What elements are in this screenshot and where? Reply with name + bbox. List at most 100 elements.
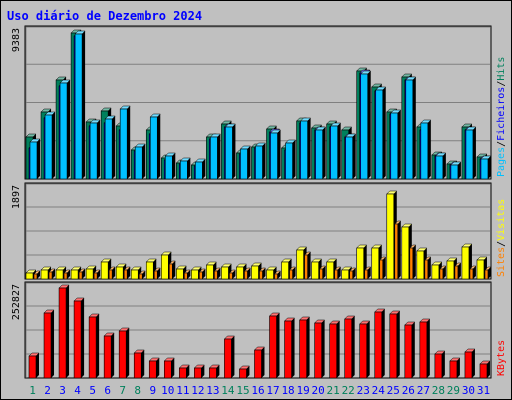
- x-tick-label: 12: [191, 384, 204, 397]
- bar-sites-day-28: [439, 265, 447, 280]
- x-tick-label: 21: [327, 384, 340, 397]
- bar-pages-day-20: [315, 126, 327, 180]
- bar-pages-day-21: [330, 122, 342, 180]
- bar-kbytes-day-2: [43, 309, 55, 379]
- bar-pages-day-22: [345, 133, 357, 180]
- x-tick-label: 15: [236, 384, 249, 397]
- bar-sites-day-1: [33, 270, 41, 280]
- bar-kbytes-day-18: [283, 317, 296, 379]
- bar-sites-day-26: [409, 244, 417, 280]
- bar-sites-day-10: [168, 260, 176, 280]
- x-tick-label: 20: [312, 384, 325, 397]
- bar-sites-day-7: [123, 266, 131, 280]
- chart-panels: 9383Pages/Ficheiros/Hits1897Sites/Visita…: [11, 25, 507, 379]
- bar-sites-day-6: [108, 266, 116, 280]
- bar-kbytes-day-31: [479, 360, 491, 379]
- bar-kbytes-day-7: [118, 327, 130, 379]
- panel-legend: KBytes: [496, 340, 507, 376]
- bar-pages-day-19: [299, 117, 312, 180]
- bar-kbytes-day-3: [58, 284, 70, 379]
- x-tick-label: 13: [206, 384, 219, 397]
- bar-pages-day-3: [59, 79, 71, 180]
- bar-sites-day-24: [379, 256, 387, 280]
- bar-kbytes-day-20: [314, 319, 326, 379]
- legend-separator: /: [496, 141, 507, 147]
- bar-pages-day-23: [360, 70, 372, 180]
- bar-pages-day-24: [375, 86, 387, 180]
- bar-kbytes-day-24: [374, 308, 386, 379]
- x-tick-label: 18: [281, 384, 294, 397]
- y-max-label: 9383: [11, 28, 22, 52]
- x-tick-label: 26: [402, 384, 415, 397]
- bar-kbytes-day-16: [253, 346, 266, 379]
- bar-sites-day-16: [258, 267, 267, 280]
- panel-2: 1897 Sites/Visitas: [11, 182, 507, 280]
- x-tick-label: 19: [296, 384, 309, 397]
- bar-kbytes-day-22: [344, 315, 356, 379]
- bar-pages-day-16: [254, 142, 267, 180]
- x-tick-label: 7: [119, 384, 126, 397]
- bar-pages-day-28: [435, 152, 447, 180]
- bar-sites-day-25: [394, 220, 402, 280]
- x-tick-label: 3: [59, 384, 66, 397]
- x-tick-label: 5: [89, 384, 96, 397]
- y-max-label: 1897: [11, 185, 22, 209]
- bar-kbytes-day-5: [88, 313, 100, 379]
- bar-kbytes-day-8: [133, 349, 145, 379]
- bar-kbytes-day-27: [419, 318, 431, 379]
- bar-kbytes-day-13: [208, 364, 220, 379]
- bar-sites-day-12: [198, 268, 206, 280]
- bar-sites-day-22: [349, 267, 357, 280]
- bar-sites-day-20: [319, 265, 327, 280]
- x-tick-label: 17: [266, 384, 279, 397]
- bar-sites-day-15: [243, 267, 252, 280]
- bar-pages-day-18: [284, 139, 297, 180]
- bar-kbytes-day-14: [223, 335, 236, 379]
- bar-kbytes-day-29: [449, 357, 461, 379]
- bar-kbytes-day-10: [163, 357, 175, 379]
- x-tick-label: 31: [477, 384, 490, 397]
- legend-sites: Sites: [496, 247, 507, 277]
- x-tick-label: 23: [357, 384, 370, 397]
- bar-pages-day-26: [405, 76, 417, 180]
- bar-kbytes-day-23: [359, 320, 371, 379]
- legend-separator: /: [496, 81, 507, 87]
- legend-hits: Hits: [496, 57, 507, 81]
- x-tick-label: 30: [462, 384, 475, 397]
- bar-pages-day-17: [269, 129, 282, 180]
- bar-sites-day-8: [138, 270, 146, 280]
- bar-pages-day-7: [119, 105, 131, 180]
- bar-pages-day-5: [89, 119, 101, 180]
- panel-legend: Sites/Visitas: [496, 199, 507, 277]
- legend-files: Ficheiros: [496, 87, 507, 141]
- bar-sites-day-18: [288, 266, 297, 280]
- x-tick-label: 1: [29, 384, 36, 397]
- panel-3: 252827 KBytes: [11, 281, 507, 379]
- bar-pages-day-29: [450, 161, 462, 180]
- x-tick-label: 14: [221, 384, 235, 397]
- bar-visits-day-8: [130, 266, 142, 280]
- legend-visits: Visitas: [496, 199, 507, 241]
- bar-pages-day-9: [149, 113, 161, 180]
- bar-sites-day-23: [364, 266, 372, 280]
- bar-pages-day-1: [29, 138, 41, 180]
- legend-pages: Pages: [496, 147, 507, 177]
- bar-sites-day-27: [424, 256, 432, 280]
- bar-kbytes-day-28: [434, 350, 446, 379]
- bar-sites-day-2: [48, 268, 56, 280]
- bar-sites-day-14: [228, 269, 237, 280]
- x-tick-label: 6: [104, 384, 111, 397]
- bar-pages-day-15: [239, 145, 252, 180]
- bar-sites-day-29: [454, 262, 462, 280]
- bar-sites-day-31: [484, 266, 492, 280]
- bar-kbytes-day-25: [389, 310, 401, 379]
- x-tick-label: 4: [74, 384, 81, 397]
- bar-sites-day-9: [153, 267, 161, 280]
- bar-kbytes-day-1: [28, 352, 40, 379]
- bar-pages-day-12: [194, 158, 206, 180]
- bar-pages-day-30: [465, 126, 477, 180]
- panel-legend: Pages/Ficheiros/Hits: [496, 57, 507, 177]
- bar-pages-day-31: [480, 155, 492, 180]
